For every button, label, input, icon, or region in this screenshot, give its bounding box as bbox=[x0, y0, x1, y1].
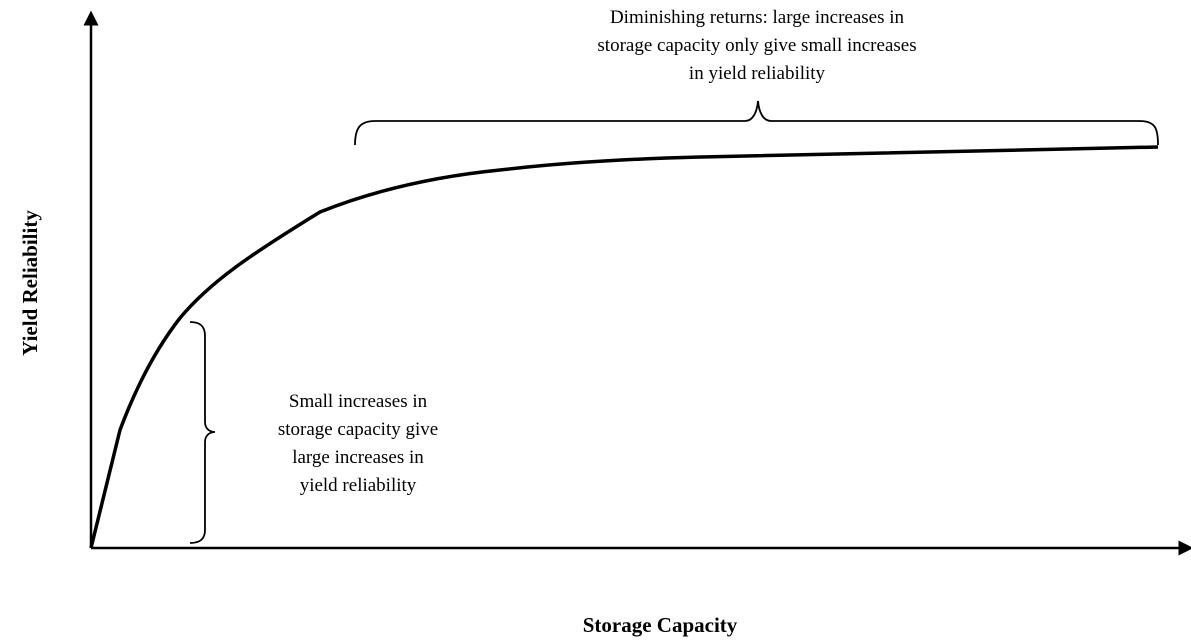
x-axis-label: Storage Capacity bbox=[583, 613, 738, 637]
annotation-line: storage capacity only give small increas… bbox=[597, 35, 916, 56]
annotation-line: storage capacity give bbox=[278, 419, 438, 440]
side-brace bbox=[189, 321, 216, 544]
y-axis-label: Yield Reliability bbox=[18, 210, 42, 356]
curve bbox=[89, 145, 1159, 549]
top-brace bbox=[354, 100, 1159, 146]
annotation-line: in yield reliability bbox=[689, 63, 826, 84]
annotation-line: yield reliability bbox=[300, 475, 417, 496]
annotation-line: large increases in bbox=[292, 447, 424, 468]
annotation-line: Small increases in bbox=[289, 391, 428, 412]
annotation-line: Diminishing returns: large increases in bbox=[610, 7, 905, 28]
